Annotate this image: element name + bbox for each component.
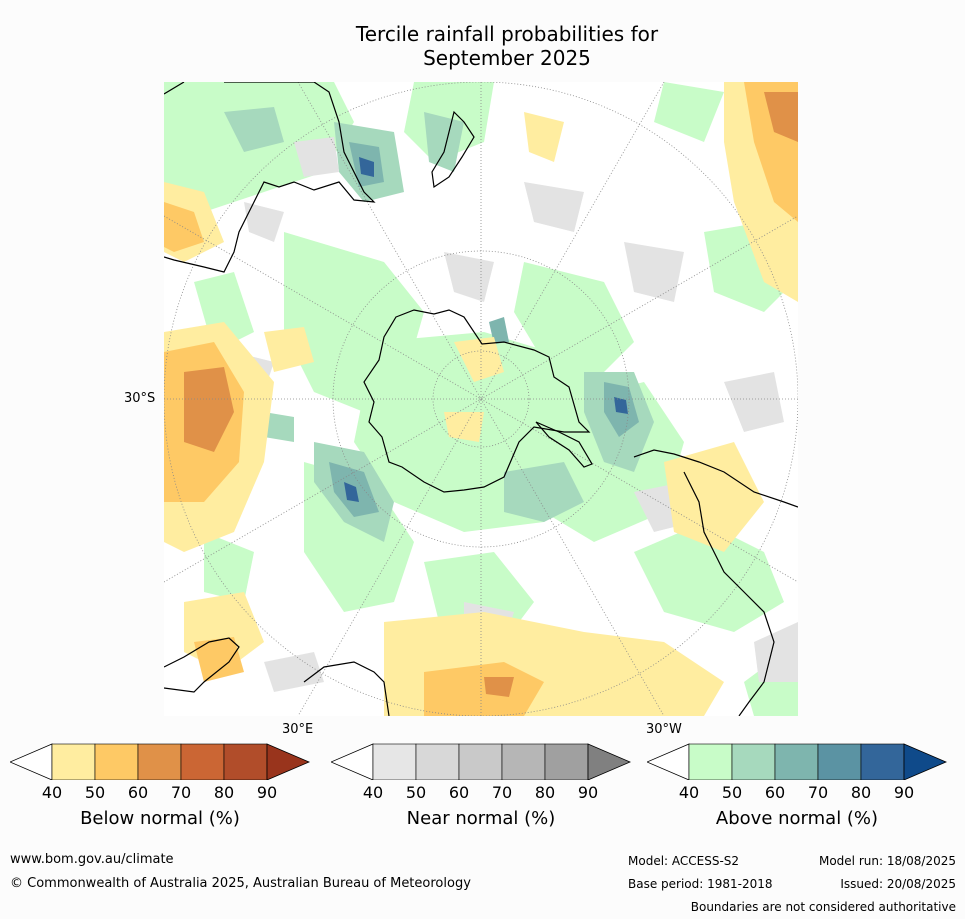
colorbar-tick-label: 80	[534, 783, 556, 802]
colorbar-above-svg	[647, 743, 947, 780]
lon-label-30w: 30°W	[646, 722, 682, 737]
colorbar-tick-label: 40	[362, 783, 384, 802]
colorbar-segment	[415, 743, 460, 780]
colorbar-segment	[860, 743, 905, 780]
colorbar-tick-label: 90	[577, 783, 599, 802]
colorbar-segment	[731, 743, 776, 780]
map-title: Tercile rainfall probabilities for Septe…	[0, 22, 965, 70]
colorbar-tick-label: 50	[405, 783, 427, 802]
footer-model: Model: ACCESS-S2	[628, 854, 740, 868]
title-line-1: Tercile rainfall probabilities for	[355, 22, 659, 46]
colorbar-segment	[180, 743, 225, 780]
colorbar-extend-low	[331, 743, 374, 780]
colorbar-near-svg	[331, 743, 631, 780]
footer-model-run: Model run: 18/08/2025	[818, 854, 956, 868]
colorbar-segment	[774, 743, 819, 780]
colorbar-extend-high	[903, 743, 947, 780]
colorbar-near-normal	[331, 738, 631, 780]
colorbar-tick-label: 60	[448, 783, 470, 802]
footer-issued: Issued: 20/08/2025	[840, 877, 956, 891]
antarctic-peninsula	[535, 421, 593, 468]
colorbar-tick-label: 90	[256, 783, 278, 802]
above-normal-label: Above normal (%)	[715, 808, 879, 829]
colorbar-segment	[688, 743, 733, 780]
colorbar-below-normal	[10, 738, 310, 780]
colorbar-segment	[544, 743, 589, 780]
colorbar-above-normal	[647, 738, 947, 780]
lon-label-30e: 30°E	[282, 722, 314, 737]
africa-coast	[164, 637, 390, 716]
near-normal-label: Near normal (%)	[406, 808, 556, 829]
graticule	[164, 82, 798, 716]
colorbar-tick-label: 60	[127, 783, 149, 802]
colorbar-tick-label: 40	[678, 783, 700, 802]
colorbar-segment	[94, 743, 139, 780]
polar-rainfall-map	[164, 82, 798, 716]
colorbar-tick-label: 70	[807, 783, 829, 802]
colorbar-extend-low	[10, 743, 53, 780]
colorbar-extend-high	[587, 743, 631, 780]
footer-copyright: © Commonwealth of Australia 2025, Austra…	[10, 876, 471, 891]
lat-label-30s: 30°S	[124, 391, 156, 406]
colorbar-segment	[51, 743, 96, 780]
colorbar-segment	[501, 743, 546, 780]
colorbar-segment	[458, 743, 503, 780]
below-normal-label: Below normal (%)	[80, 808, 240, 829]
colorbar-segment	[372, 743, 417, 780]
australia-coast	[164, 82, 376, 273]
colorbar-below-svg	[10, 743, 310, 780]
colorbar-tick-label: 70	[491, 783, 513, 802]
footer-disclaimer: Boundaries are not considered authoritat…	[690, 900, 956, 914]
colorbar-segment	[223, 743, 268, 780]
colorbar-extend-low	[647, 743, 690, 780]
above-normal-80-areas	[344, 157, 628, 502]
south-america-coast	[633, 449, 798, 716]
colorbar-segment	[817, 743, 862, 780]
title-line-2: September 2025	[423, 46, 591, 70]
antarctica-outline	[363, 309, 591, 493]
colorbar-tick-label: 60	[764, 783, 786, 802]
colorbar-tick-label: 40	[41, 783, 63, 802]
below-normal-60-areas	[184, 92, 798, 697]
colorbar-tick-label: 90	[893, 783, 915, 802]
colorbar-tick-label: 50	[84, 783, 106, 802]
colorbar-tick-label: 70	[170, 783, 192, 802]
new-zealand	[431, 110, 475, 189]
colorbar-tick-label: 50	[721, 783, 743, 802]
colorbar-tick-label: 80	[213, 783, 235, 802]
footer-base-period: Base period: 1981-2018	[628, 877, 773, 891]
footer-url: www.bom.gov.au/climate	[10, 852, 174, 867]
colorbar-segment	[137, 743, 182, 780]
colorbar-tick-label: 80	[850, 783, 872, 802]
colorbar-extend-high	[266, 743, 310, 780]
